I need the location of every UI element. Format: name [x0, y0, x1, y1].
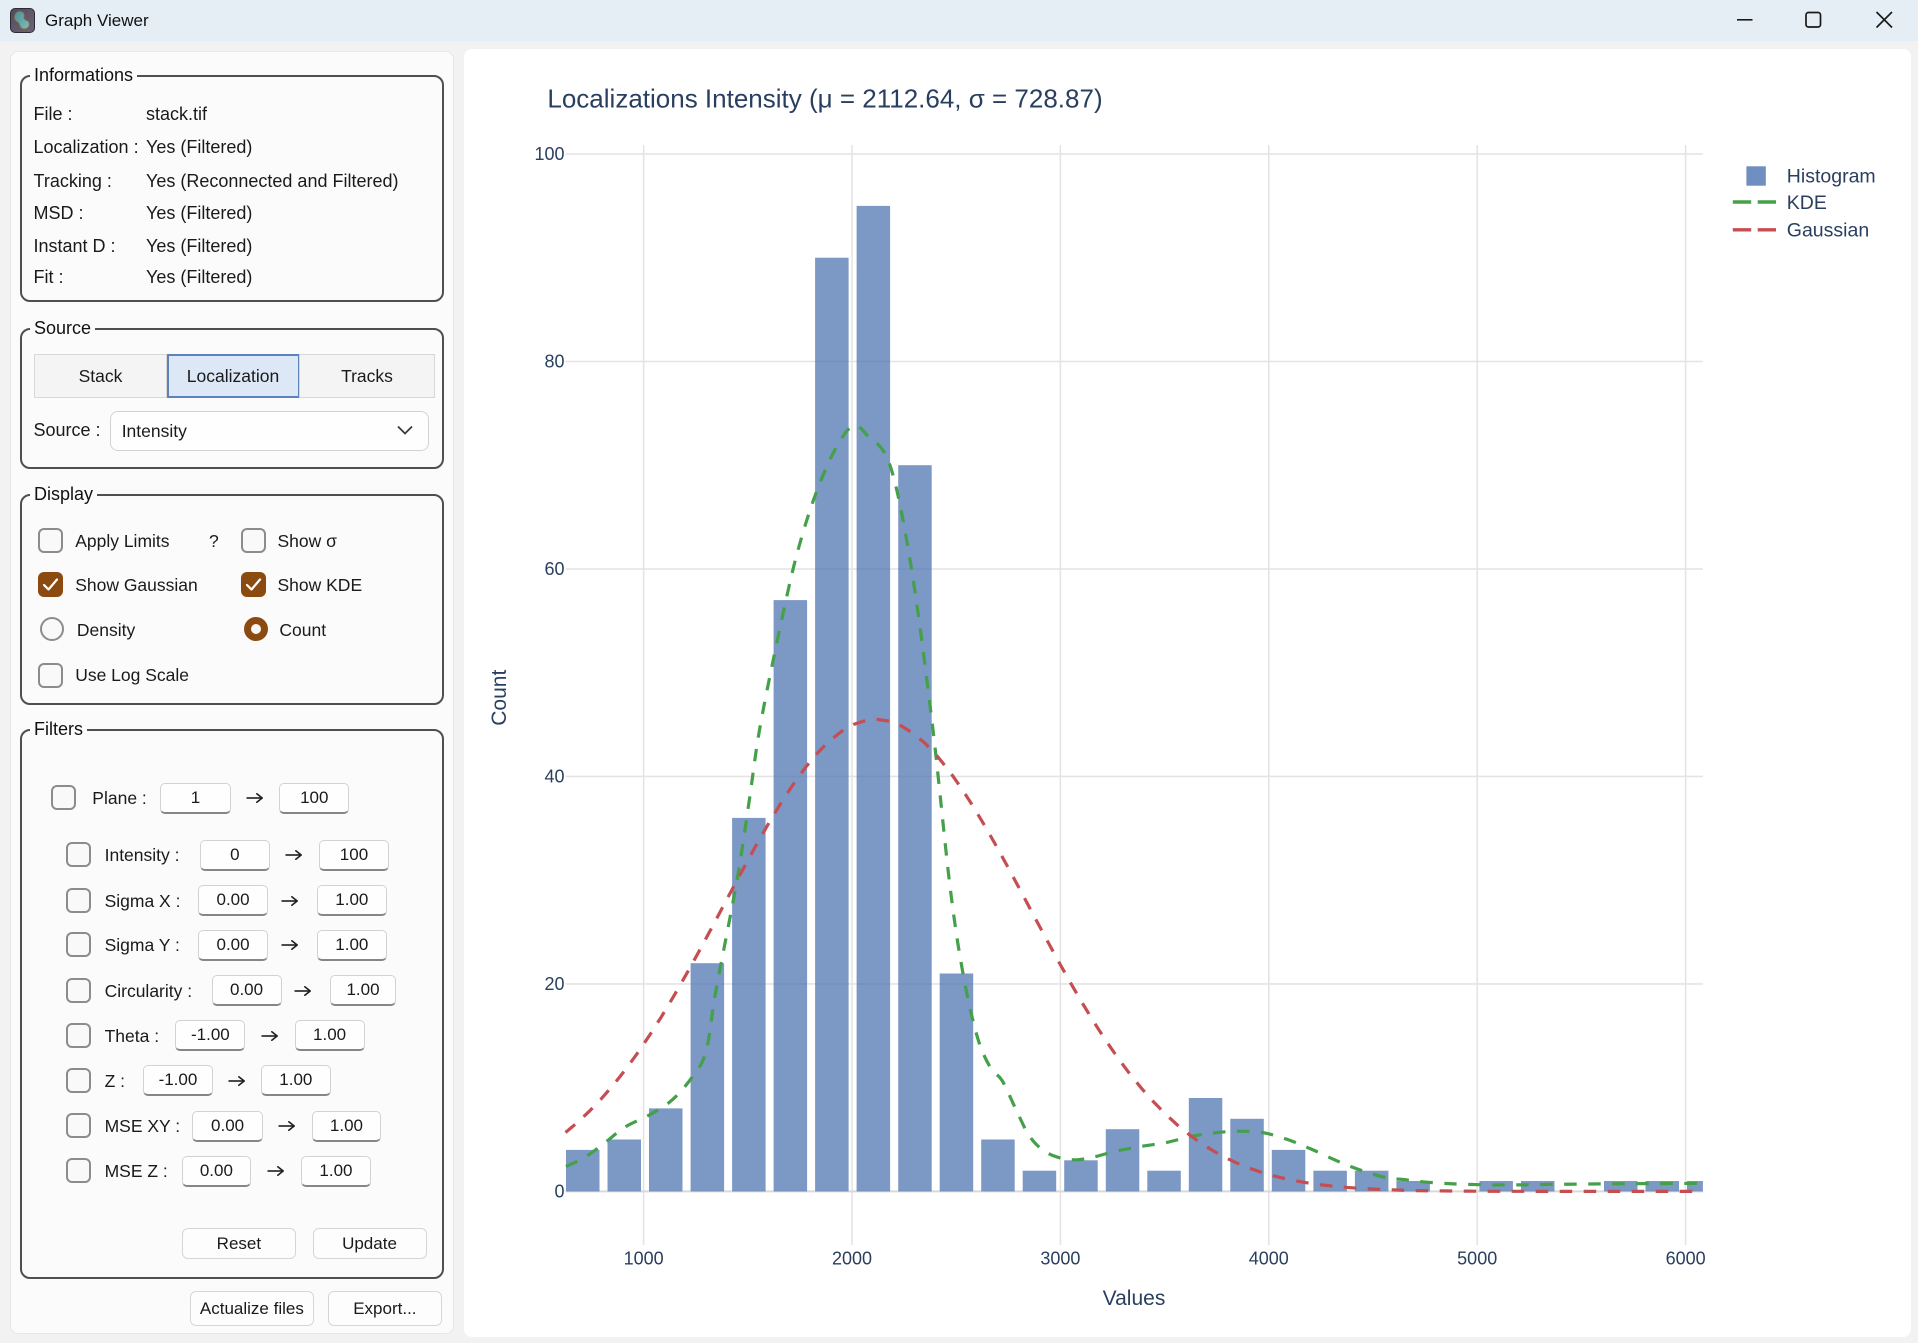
svg-text:40: 40 [544, 766, 564, 786]
svg-text:2000: 2000 [832, 1249, 872, 1269]
svg-text:1000: 1000 [624, 1249, 664, 1269]
svg-text:60: 60 [544, 559, 564, 579]
svg-text:Localizations Intensity (μ = 2: Localizations Intensity (μ = 2112.64, σ … [547, 84, 1102, 114]
svg-text:6000: 6000 [1666, 1249, 1706, 1269]
svg-text:KDE: KDE [1787, 192, 1827, 214]
svg-text:80: 80 [544, 352, 564, 372]
svg-text:Histogram: Histogram [1787, 166, 1876, 188]
svg-text:Count: Count [488, 670, 511, 726]
svg-text:0: 0 [554, 1181, 564, 1201]
svg-text:3000: 3000 [1040, 1249, 1080, 1269]
svg-text:5000: 5000 [1457, 1249, 1497, 1269]
svg-text:4000: 4000 [1249, 1249, 1289, 1269]
svg-text:Values: Values [1103, 1287, 1166, 1310]
svg-text:Gaussian: Gaussian [1787, 220, 1869, 242]
svg-text:20: 20 [544, 974, 564, 994]
svg-text:100: 100 [534, 144, 564, 164]
